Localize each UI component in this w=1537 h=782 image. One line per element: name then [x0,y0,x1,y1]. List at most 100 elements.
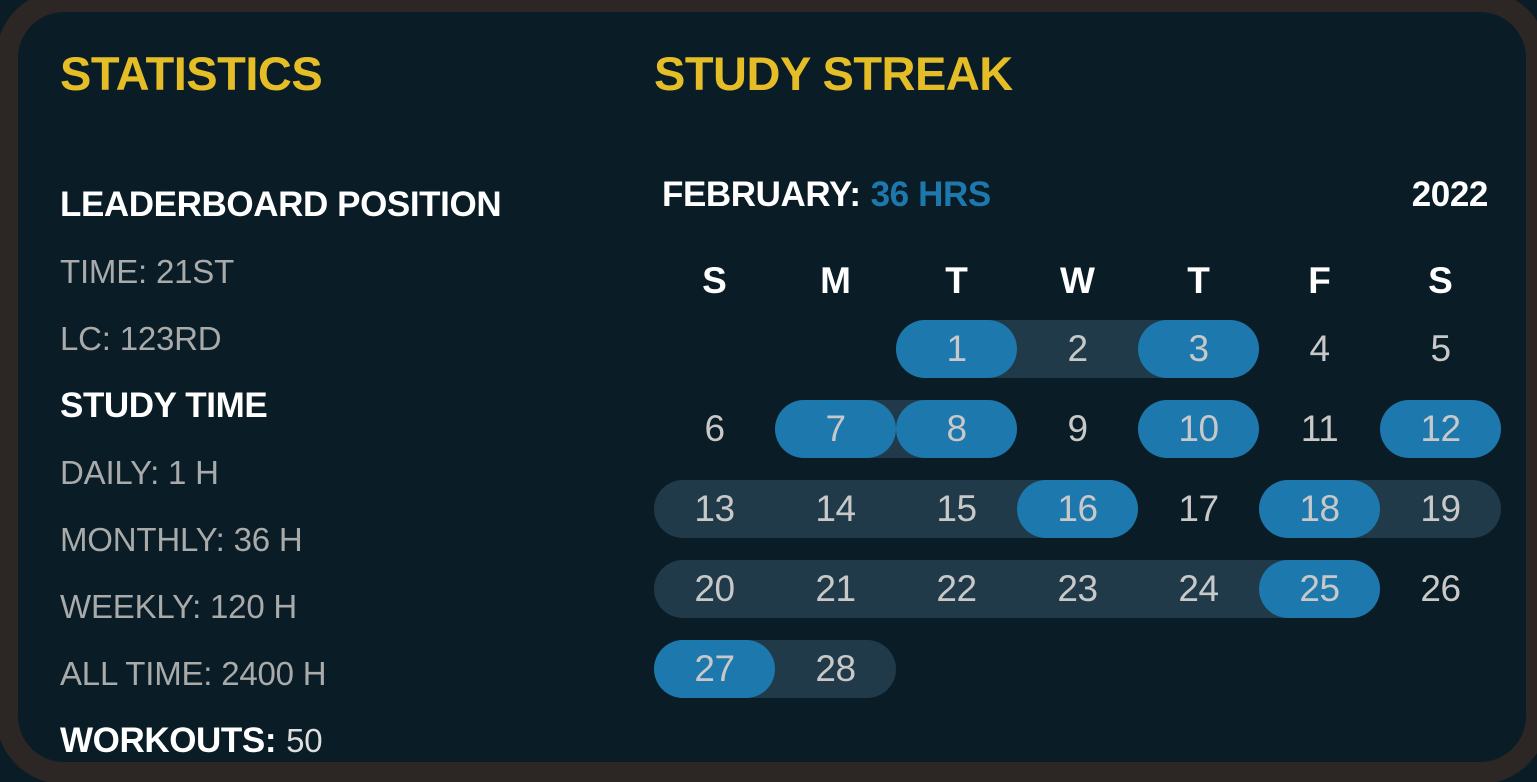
workouts-label: WORKOUTS: [60,721,277,760]
stat-item-all-time: ALL TIME: 2400 H [60,644,660,711]
calendar-weekday-1: M [820,260,851,301]
month-label: FEBRUARY: [662,175,861,214]
calendar-day-21[interactable]: 21 [774,560,897,618]
calendar-weeks: 1 2 3 4 5 6 7 8 9 10 11 12 13 14 15 16 17 18 19 20 21 22 23 24 2… [654,309,1504,709]
calendar-day-26[interactable]: 26 [1380,560,1501,618]
calendar-day-17[interactable]: 17 [1138,480,1259,538]
calendar-day-1[interactable]: 1 [896,320,1018,378]
calendar-day-empty [1380,640,1501,698]
calendar-weekday-6: S [1428,260,1453,301]
calendar-day-24[interactable]: 24 [1137,560,1260,618]
calendar-day-number: 13 [694,488,735,529]
calendar-day-number: 6 [704,408,725,449]
calendar-week-row: 1 2 3 4 5 [654,309,1504,389]
stat-group-heading-leaderboard: LEADERBOARD POSITION [60,175,660,242]
streak-meta-row: FEBRUARY: 36 HRS 2022 [654,175,1504,225]
stat-group-heading-study-time: STUDY TIME [60,376,660,443]
calendar-day-number: 22 [936,568,977,609]
calendar-day-number: 4 [1309,328,1330,369]
calendar-day-number: 28 [815,648,856,689]
calendar-day-number: 1 [946,328,967,369]
calendar-day-number: 21 [815,568,856,609]
calendar-day-11[interactable]: 11 [1259,400,1380,458]
calendar-day-9[interactable]: 9 [1017,400,1138,458]
calendar-weekday-2: T [945,260,968,301]
stat-all-time-text: ALL TIME: 2400 H [60,655,327,692]
calendar-day-number: 20 [694,568,735,609]
month-hours-value: 36 HRS [870,175,992,214]
calendar-day-empty [1138,640,1259,698]
calendar-day-empty [654,320,775,378]
calendar-day-25[interactable]: 25 [1258,560,1380,618]
calendar-day-number: 14 [815,488,856,529]
calendar-day-empty [775,320,896,378]
calendar-day-16[interactable]: 16 [1016,480,1138,538]
calendar-day-number: 3 [1188,328,1209,369]
stat-lc-rank-text: LC: 123RD [60,320,222,357]
calendar-day-14[interactable]: 14 [774,480,897,538]
calendar-day-3[interactable]: 3 [1137,320,1259,378]
calendar-day-28[interactable]: 28 [774,640,896,698]
study-time-heading: STUDY TIME [60,386,268,425]
calendar-weekday-3: W [1060,260,1095,301]
calendar-day-23[interactable]: 23 [1016,560,1139,618]
calendar-weekday-4: T [1187,260,1210,301]
study-streak-title: STUDY STREAK [654,47,1013,100]
calendar-weekday-5: F [1308,260,1331,301]
stat-daily-text: DAILY: 1 H [60,454,219,491]
statistics-list: LEADERBOARD POSITION TIME: 21ST LC: 123R… [60,175,660,762]
calendar-day-15[interactable]: 15 [895,480,1018,538]
calendar-day-12[interactable]: 12 [1380,400,1501,458]
calendar-week-row: 27 28 [654,629,1504,709]
calendar-day-number: 16 [1057,488,1098,529]
calendar-day-number: 19 [1420,488,1461,529]
leaderboard-position-heading: LEADERBOARD POSITION [60,185,502,224]
stat-weekly-text: WEEKLY: 120 H [60,588,298,625]
workouts-value: 50 [286,722,323,759]
calendar-day-number: 5 [1430,328,1451,369]
stat-item-workouts: WORKOUTS: 50 [60,711,660,762]
stat-monthly-text: MONTHLY: 36 H [60,521,303,558]
calendar-day-number: 25 [1299,568,1340,609]
calendar-day-number: 12 [1420,408,1461,449]
stat-item-daily: DAILY: 1 H [60,443,660,510]
calendar-day-2[interactable]: 2 [1016,320,1139,378]
calendar-day-number: 24 [1178,568,1219,609]
calendar-day-4[interactable]: 4 [1259,320,1380,378]
calendar-day-22[interactable]: 22 [895,560,1018,618]
calendar-day-number: 11 [1300,408,1339,449]
calendar-day-empty [896,640,1017,698]
statistics-title: STATISTICS [60,47,323,100]
month-summary: FEBRUARY: 36 HRS [662,175,991,215]
calendar-day-10[interactable]: 10 [1138,400,1259,458]
calendar-day-5[interactable]: 5 [1380,320,1501,378]
calendar-day-number: 23 [1057,568,1098,609]
calendar-day-20[interactable]: 20 [654,560,776,618]
calendar-day-6[interactable]: 6 [654,400,775,458]
year-label: 2022 [1411,175,1489,214]
calendar-day-number: 10 [1178,408,1219,449]
stat-item-lc-rank: LC: 123RD [60,309,660,376]
calendar-day-19[interactable]: 19 [1379,480,1501,538]
calendar-day-number: 17 [1178,488,1219,529]
calendar-day-empty [1017,640,1138,698]
dashboard-card: STATISTICS LEADERBOARD POSITION TIME: 21… [18,12,1526,762]
calendar-day-number: 18 [1299,488,1340,529]
statistics-panel: STATISTICS LEADERBOARD POSITION TIME: 21… [60,50,660,762]
calendar-day-8[interactable]: 8 [895,400,1017,458]
calendar-day-18[interactable]: 18 [1259,480,1381,538]
calendar-day-number: 9 [1067,408,1088,449]
calendar-day-number: 26 [1420,568,1461,609]
calendar-day-27[interactable]: 27 [654,640,776,698]
calendar-week-row: 20 21 22 23 24 25 26 [654,549,1504,629]
calendar-day-number: 8 [946,408,967,449]
calendar-day-13[interactable]: 13 [654,480,776,538]
calendar-day-7[interactable]: 7 [775,400,897,458]
calendar-weekday-0: S [702,260,727,301]
stat-time-rank-text: TIME: 21ST [60,253,235,290]
calendar-week-row: 6 7 8 9 10 11 12 [654,389,1504,469]
calendar-day-number: 2 [1067,328,1088,369]
